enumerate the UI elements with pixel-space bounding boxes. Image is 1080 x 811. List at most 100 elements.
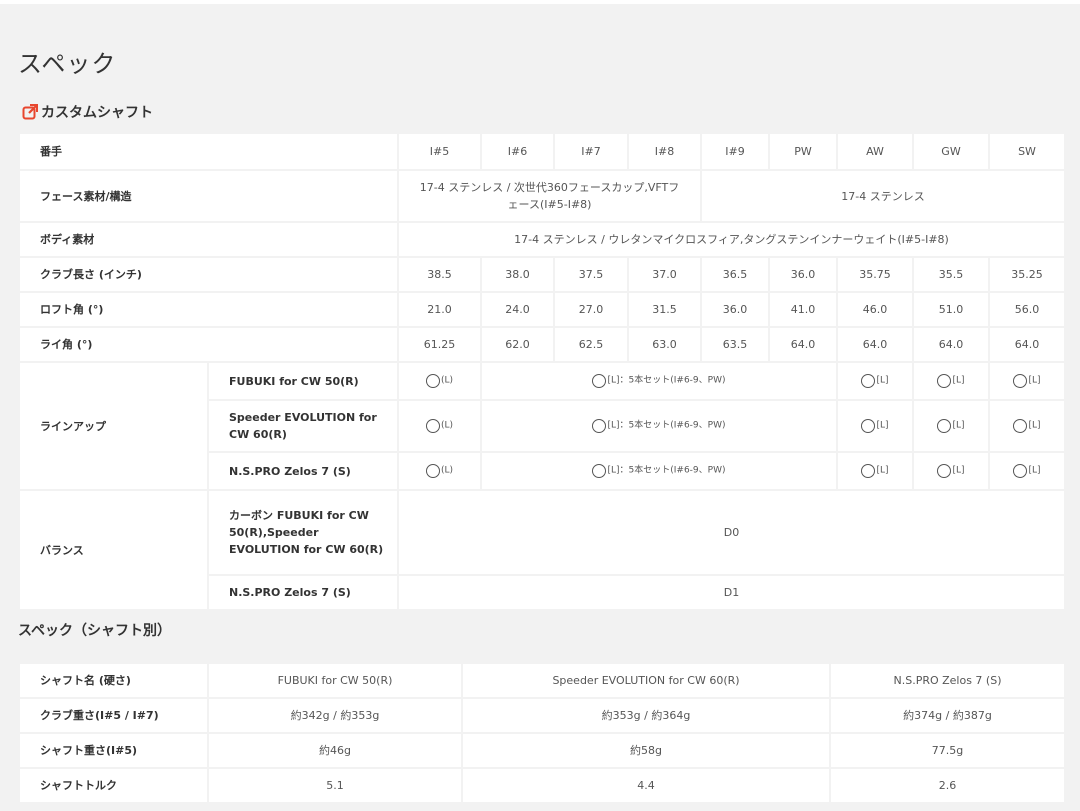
- shaft-name-cell: Speeder EVOLUTION for CW 60(R): [461, 662, 831, 699]
- shaft-name: N.S.PRO Zelos 7 (S): [207, 451, 399, 491]
- shaft-name: カーボン FUBUKI for CW 50(R),Speeder EVOLUTI…: [207, 489, 399, 576]
- availability-cell: [L]: [912, 451, 990, 491]
- circle-icon: [425, 419, 440, 434]
- availability-cell: [L]: [912, 361, 990, 401]
- balance-value: D0: [397, 489, 1066, 576]
- length-cell: 38.5: [397, 256, 482, 293]
- face-value-a: 17-4 ステンレス / 次世代360フェースカップ,VFTフェース(I#5-I…: [397, 169, 702, 223]
- lie-cell: 64.0: [836, 326, 914, 363]
- shaft-spec-table: シャフト名 (硬さ) FUBUKI for CW 50(R) Speeder E…: [18, 662, 1066, 804]
- lie-cell: 64.0: [912, 326, 990, 363]
- circle-icon: [937, 464, 952, 479]
- length-cell: 38.0: [480, 256, 555, 293]
- face-value-b: 17-4 ステンレス: [700, 169, 1066, 223]
- length-cell: 35.5: [912, 256, 990, 293]
- lineup-row: N.S.PRO Zelos 7 (S) (L) [L]：5本セット(I#6-9、…: [19, 451, 1066, 491]
- loft-cell: 51.0: [912, 291, 990, 328]
- availability-cell: [L]: [912, 399, 990, 453]
- lineup-row: Speeder EVOLUTION for CW 60(R) (L) [L]：5…: [19, 399, 1066, 453]
- circle-icon: [1013, 464, 1028, 479]
- table-cell: 4.4: [461, 767, 831, 804]
- section-title-shaft-spec: スペック（シャフト別）: [18, 623, 172, 639]
- row-label: 番手: [18, 132, 399, 171]
- circle-icon: [425, 464, 440, 479]
- length-cell: 37.5: [553, 256, 629, 293]
- custom-shaft-link[interactable]: カスタムシャフト: [22, 102, 153, 122]
- availability-cell: [L]: [836, 361, 914, 401]
- loft-cell: 56.0: [988, 291, 1066, 328]
- table-cell: 5.1: [207, 767, 463, 804]
- table-cell: 77.5g: [829, 732, 1066, 769]
- set-availability-cell: [L]：5本セット(I#6-9、PW): [480, 361, 838, 401]
- spec-table: 番手 I#5 I#6 I#7 I#8 I#9 PW AW GW SW フェース素…: [18, 132, 1066, 611]
- length-cell: 36.5: [700, 256, 770, 293]
- circle-icon: [1013, 419, 1028, 434]
- row-label: シャフトトルク: [18, 767, 209, 804]
- lie-cell: 64.0: [768, 326, 838, 363]
- loft-cell: 36.0: [700, 291, 770, 328]
- availability-cell: (L): [397, 399, 482, 453]
- table-cell: 約374g / 約387g: [829, 697, 1066, 734]
- set-availability-cell: [L]：5本セット(I#6-9、PW): [480, 451, 838, 491]
- shaft-torque-row: シャフトトルク 5.1 4.4 2.6: [18, 767, 1066, 804]
- row-label: ライ角 (°): [18, 326, 399, 363]
- length-cell: 37.0: [627, 256, 702, 293]
- club-number-row: 番手 I#5 I#6 I#7 I#8 I#9 PW AW GW SW: [18, 132, 1066, 171]
- table-cell: 2.6: [829, 767, 1066, 804]
- row-label: フェース素材/構造: [18, 169, 399, 223]
- club-header: I#9: [700, 132, 770, 171]
- shaft-name-cell: FUBUKI for CW 50(R): [207, 662, 463, 699]
- circle-icon: [592, 419, 607, 434]
- shaft-weight-row: シャフト重さ(I#5) 約46g 約58g 77.5g: [18, 732, 1066, 769]
- face-row: フェース素材/構造 17-4 ステンレス / 次世代360フェースカップ,VFT…: [18, 169, 1066, 223]
- loft-cell: 24.0: [480, 291, 555, 328]
- row-label: クラブ長さ (インチ): [18, 256, 399, 293]
- body-value: 17-4 ステンレス / ウレタンマイクロスフィア,タングステンインナーウェイト…: [397, 221, 1066, 258]
- length-cell: 35.75: [836, 256, 914, 293]
- availability-cell: [L]: [988, 451, 1066, 491]
- availability-cell: [L]: [836, 399, 914, 453]
- circle-icon: [592, 464, 607, 479]
- shaft-header-row: シャフト名 (硬さ) FUBUKI for CW 50(R) Speeder E…: [18, 662, 1066, 699]
- table-cell: 約342g / 約353g: [207, 697, 463, 734]
- row-label: シャフト重さ(I#5): [18, 732, 209, 769]
- availability-cell: [L]: [988, 361, 1066, 401]
- balance-value: D1: [397, 574, 1066, 611]
- loft-cell: 31.5: [627, 291, 702, 328]
- top-bar: [0, 0, 1080, 4]
- loft-cell: 27.0: [553, 291, 629, 328]
- row-label: バランス: [18, 489, 209, 611]
- circle-icon: [861, 464, 876, 479]
- club-weight-row: クラブ重さ(I#5 / I#7) 約342g / 約353g 約353g / 約…: [18, 697, 1066, 734]
- lie-cell: 63.5: [700, 326, 770, 363]
- shaft-name: Speeder EVOLUTION for CW 60(R): [207, 399, 399, 453]
- row-label: シャフト名 (硬さ): [18, 662, 209, 699]
- external-link-icon: [22, 104, 38, 120]
- set-availability-cell: [L]：5本セット(I#6-9、PW): [480, 399, 838, 453]
- club-header: AW: [836, 132, 914, 171]
- availability-cell: [L]: [988, 399, 1066, 453]
- circle-icon: [425, 374, 440, 389]
- shaft-name: N.S.PRO Zelos 7 (S): [207, 574, 399, 611]
- loft-row: ロフト角 (°) 21.0 24.0 27.0 31.5 36.0 41.0 4…: [18, 291, 1066, 328]
- circle-icon: [592, 374, 607, 389]
- lineup-row: ラインアップ FUBUKI for CW 50(R) (L) [L]：5本セット…: [18, 361, 1066, 491]
- row-label: ロフト角 (°): [18, 291, 399, 328]
- length-cell: 36.0: [768, 256, 838, 293]
- row-label: ボディ素材: [18, 221, 399, 258]
- club-header: SW: [988, 132, 1066, 171]
- table-cell: 約353g / 約364g: [461, 697, 831, 734]
- row-label: クラブ重さ(I#5 / I#7): [18, 697, 209, 734]
- circle-icon: [861, 374, 876, 389]
- club-header: I#7: [553, 132, 629, 171]
- availability-cell: [L]: [836, 451, 914, 491]
- balance-row: N.S.PRO Zelos 7 (S) D1: [19, 574, 1066, 611]
- lie-cell: 63.0: [627, 326, 702, 363]
- loft-cell: 46.0: [836, 291, 914, 328]
- circle-icon: [937, 374, 952, 389]
- club-header: GW: [912, 132, 990, 171]
- availability-cell: (L): [397, 361, 482, 401]
- loft-cell: 21.0: [397, 291, 482, 328]
- lie-row: ライ角 (°) 61.25 62.0 62.5 63.0 63.5 64.0 6…: [18, 326, 1066, 363]
- lie-cell: 62.5: [553, 326, 629, 363]
